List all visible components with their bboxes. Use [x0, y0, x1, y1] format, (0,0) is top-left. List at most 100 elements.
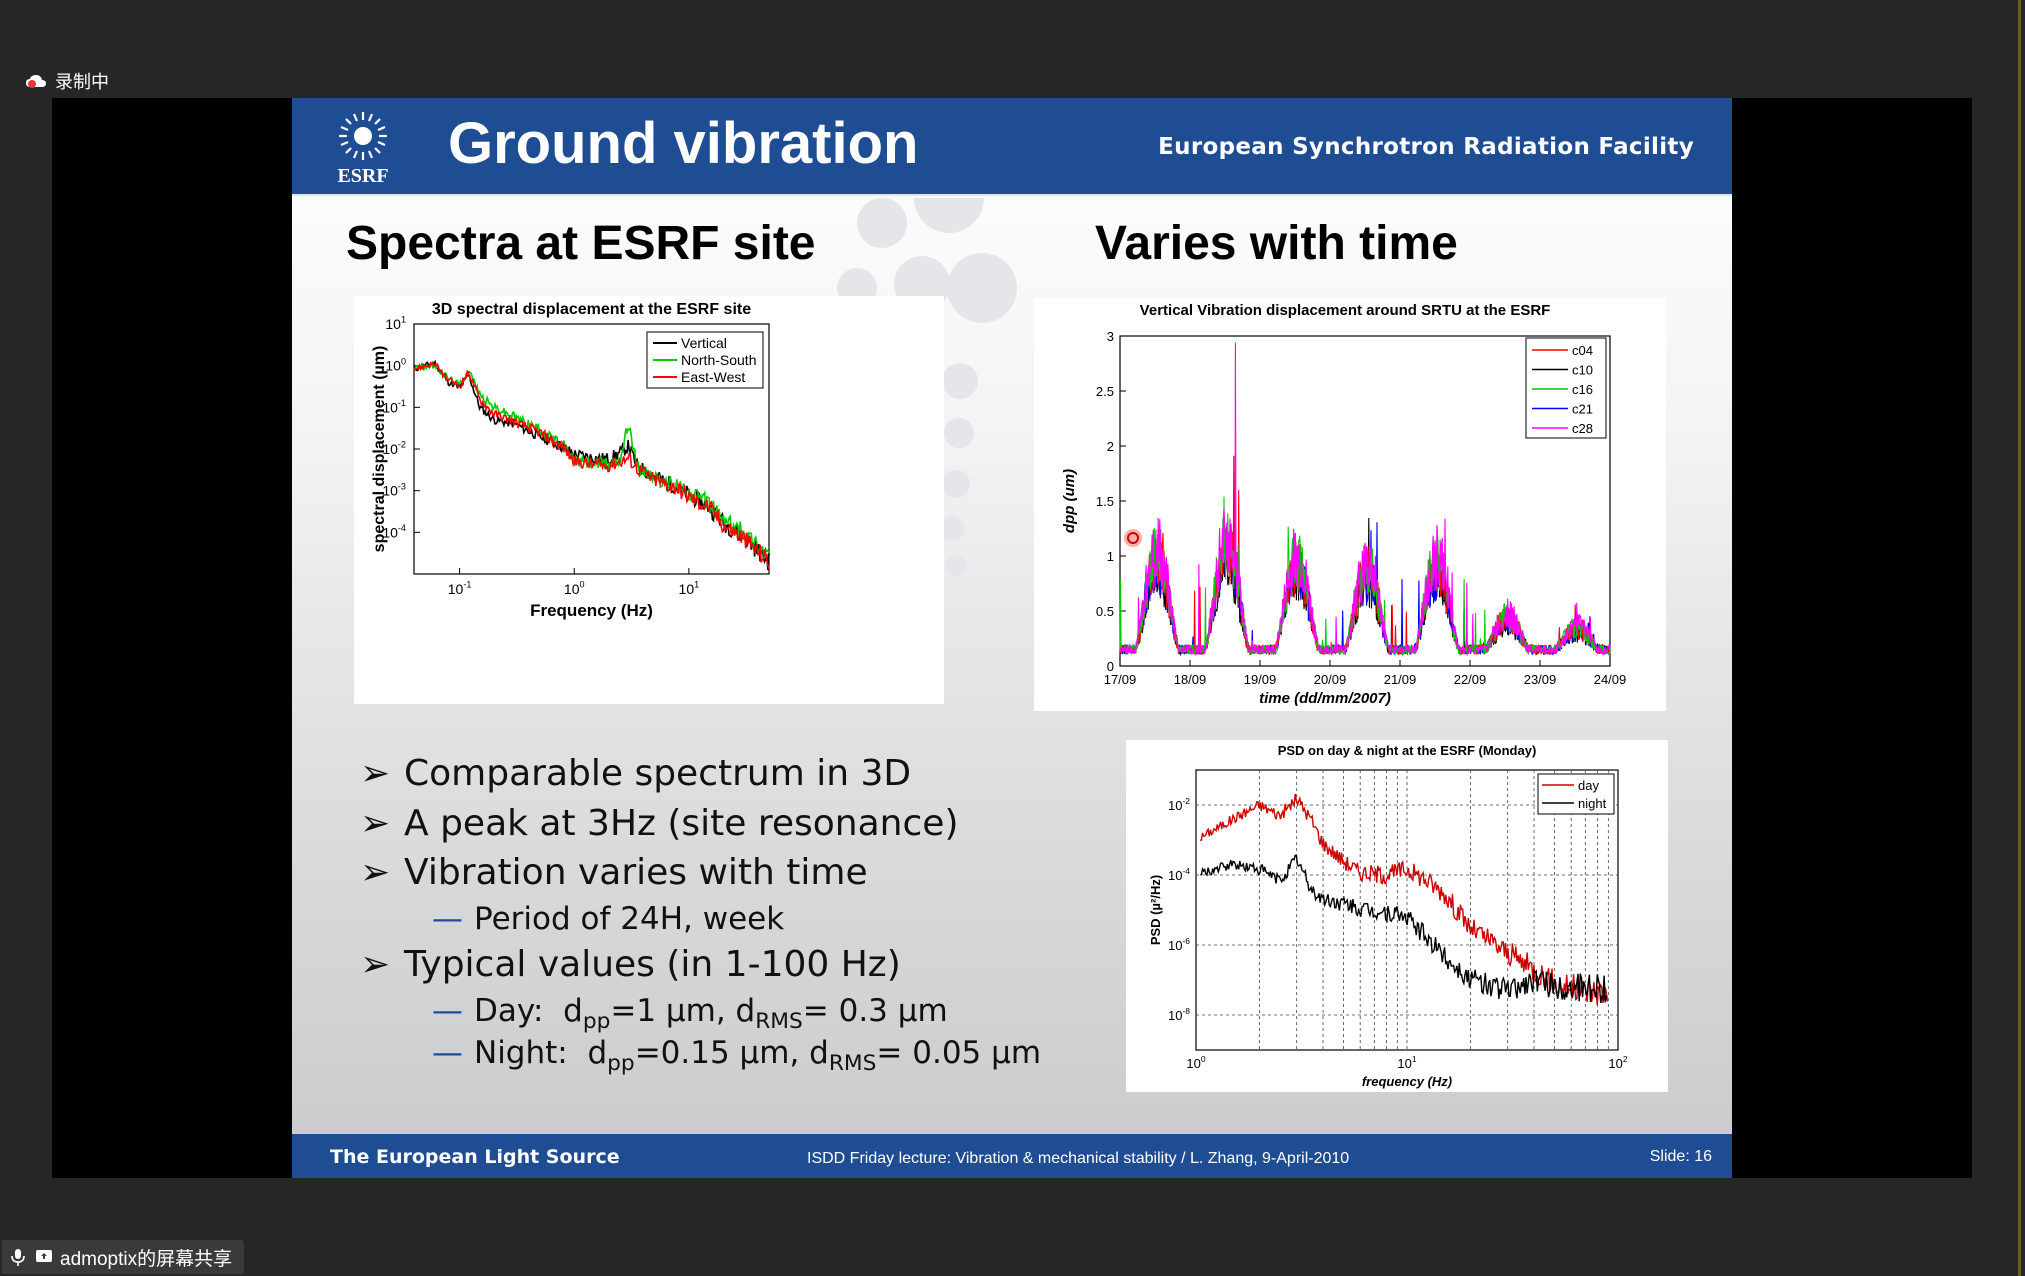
window-edge [2018, 0, 2021, 1276]
y-axis-label: dpp (um) [1061, 469, 1078, 533]
x-tick-label: 101 [679, 580, 700, 597]
decor-dot [940, 516, 964, 540]
x-tick-label: 23/09 [1524, 672, 1557, 687]
y-tick-label: 10-2 [382, 440, 406, 457]
series-line-day [1200, 793, 1609, 1006]
left-heading: Spectra at ESRF site [346, 217, 816, 270]
right-heading: Varies with time [1095, 217, 1458, 270]
x-axis-label: time (dd/mm/2007) [1259, 690, 1391, 707]
decor-dot [914, 198, 984, 233]
chart-1-svg: 3D spectral displacement at the ESRF sit… [371, 301, 770, 620]
spectral-displacement-chart: 3D spectral displacement at the ESRF sit… [354, 296, 944, 704]
y-tick-label: 10-3 [382, 481, 406, 498]
sub-bullet-item: — Day: dpp=1 µm, dRMS= 0.3 µm [432, 993, 948, 1035]
y-tick-label: 2 [1107, 439, 1114, 454]
facility-name: European Synchrotron Radiation Facility [1158, 134, 1694, 160]
psd-day-night-chart: PSD on day & night at the ESRF (Monday) 1… [1126, 740, 1668, 1092]
decor-dot [857, 198, 907, 248]
bullet-item: ➢ A peak at 3Hz (site resonance) [360, 803, 959, 844]
dash-bullet-icon: — [432, 993, 463, 1029]
legend-label: c10 [1572, 363, 1593, 378]
chart-title: PSD on day & night at the ESRF (Monday) [1278, 743, 1537, 758]
header-divider [292, 194, 1732, 196]
x-tick-label: 102 [1608, 1054, 1627, 1071]
y-tick-label: 1 [1107, 549, 1114, 564]
bullet-item: ➢ Typical values (in 1-100 Hz) [360, 944, 901, 985]
chart-2-svg: Vertical Vibration displacement around S… [1061, 302, 1627, 707]
decor-dot [942, 470, 970, 498]
legend-box [1537, 773, 1615, 815]
y-tick-label: 10-4 [1168, 866, 1190, 883]
x-tick-label: 21/09 [1384, 672, 1417, 687]
cursor-pointer-icon [1127, 532, 1139, 544]
chart-3-svg: PSD on day & night at the ESRF (Monday) 1… [1148, 743, 1628, 1089]
decor-dot [942, 363, 978, 399]
y-tick-label: 10-8 [1168, 1006, 1190, 1023]
y-axis-label: PSD (µ²/Hz) [1148, 875, 1163, 945]
bullet-item: ➢ Comparable spectrum in 3D [360, 753, 912, 794]
arrow-bullet-icon: ➢ [360, 753, 391, 794]
decor-dot [946, 556, 966, 576]
y-tick-label: 1.5 [1096, 494, 1114, 509]
cursor-halo [1124, 529, 1142, 547]
legend-label: night [1578, 796, 1607, 811]
vertical-vibration-time-chart: Vertical Vibration displacement around S… [1034, 298, 1666, 711]
y-tick-label: 2.5 [1096, 384, 1114, 399]
svg-text:ESRF: ESRF [337, 165, 388, 186]
slide-number: Slide: 16 [1649, 1148, 1712, 1165]
slide-title: Ground vibration [448, 111, 919, 176]
cloud-record-icon [26, 75, 46, 88]
x-tick-label: 24/09 [1594, 672, 1627, 687]
y-tick-label: 0 [1107, 659, 1114, 674]
series-line-night [1200, 854, 1608, 1004]
legend-label: North-South [681, 352, 756, 368]
y-tick-label: 10-1 [382, 398, 406, 415]
arrow-bullet-icon: ➢ [360, 944, 391, 985]
legend-label: c16 [1572, 382, 1593, 397]
legend-box [1525, 337, 1607, 439]
bullet-item: ➢ Vibration varies with time [360, 852, 868, 893]
screen-share-icon [36, 1250, 52, 1262]
sub-bullet-item: — Period of 24H, week [432, 901, 785, 937]
x-tick-label: 17/09 [1104, 672, 1137, 687]
legend-label: c04 [1572, 343, 1593, 358]
x-tick-label: 20/09 [1314, 672, 1347, 687]
legend-label: day [1578, 778, 1599, 793]
series-line-c28 [1119, 342, 1611, 657]
x-tick-label: 100 [564, 580, 585, 597]
microphone-icon[interactable] [8, 1247, 28, 1267]
dash-bullet-icon: — [432, 901, 463, 937]
presentation-slide: ESRF Ground vibration European Synchrotr… [292, 98, 1732, 1178]
y-tick-label: 10-4 [382, 523, 406, 540]
legend-label: East-West [681, 369, 745, 385]
decor-dot [944, 418, 974, 448]
decor-dot [947, 253, 1017, 323]
esrf-logo-icon: ESRF [337, 112, 389, 186]
recording-indicator[interactable]: 录制中 [25, 68, 109, 94]
x-tick-label: 22/09 [1454, 672, 1487, 687]
legend-label: c28 [1572, 421, 1593, 436]
y-tick-label: 100 [385, 356, 406, 373]
y-tick-label: 10-6 [1168, 936, 1190, 953]
slide-header: ESRF Ground vibration European Synchrotr… [292, 98, 1732, 194]
arrow-bullet-icon: ➢ [360, 803, 391, 844]
recording-label: 录制中 [55, 72, 109, 92]
legend-label: Vertical [681, 335, 727, 351]
screen-share-indicator[interactable]: admoptix的屏幕共享 [2, 1240, 245, 1274]
y-tick-label: 0.5 [1096, 604, 1114, 619]
x-tick-label: 101 [1397, 1054, 1416, 1071]
series-line-east-west [413, 361, 770, 569]
x-axis-label: frequency (Hz) [1362, 1074, 1452, 1089]
footer-lecture-info: ISDD Friday lecture: Vibration & mechani… [807, 1150, 1350, 1167]
sub-bullet-item: — Night: dpp=0.15 µm, dRMS= 0.05 µm [432, 1035, 1042, 1077]
legend-label: c21 [1572, 402, 1593, 417]
share-label: admoptix的屏幕共享 [60, 1248, 233, 1270]
x-tick-label: 100 [1186, 1054, 1205, 1071]
arrow-bullet-icon: ➢ [360, 852, 391, 893]
x-tick-label: 10-1 [448, 580, 472, 597]
x-tick-label: 19/09 [1244, 672, 1277, 687]
x-axis-label: Frequency (Hz) [530, 601, 653, 620]
y-tick-label: 101 [385, 315, 406, 332]
x-tick-label: 18/09 [1174, 672, 1207, 687]
y-axis-label: spectral displacement (µm) [371, 346, 388, 553]
